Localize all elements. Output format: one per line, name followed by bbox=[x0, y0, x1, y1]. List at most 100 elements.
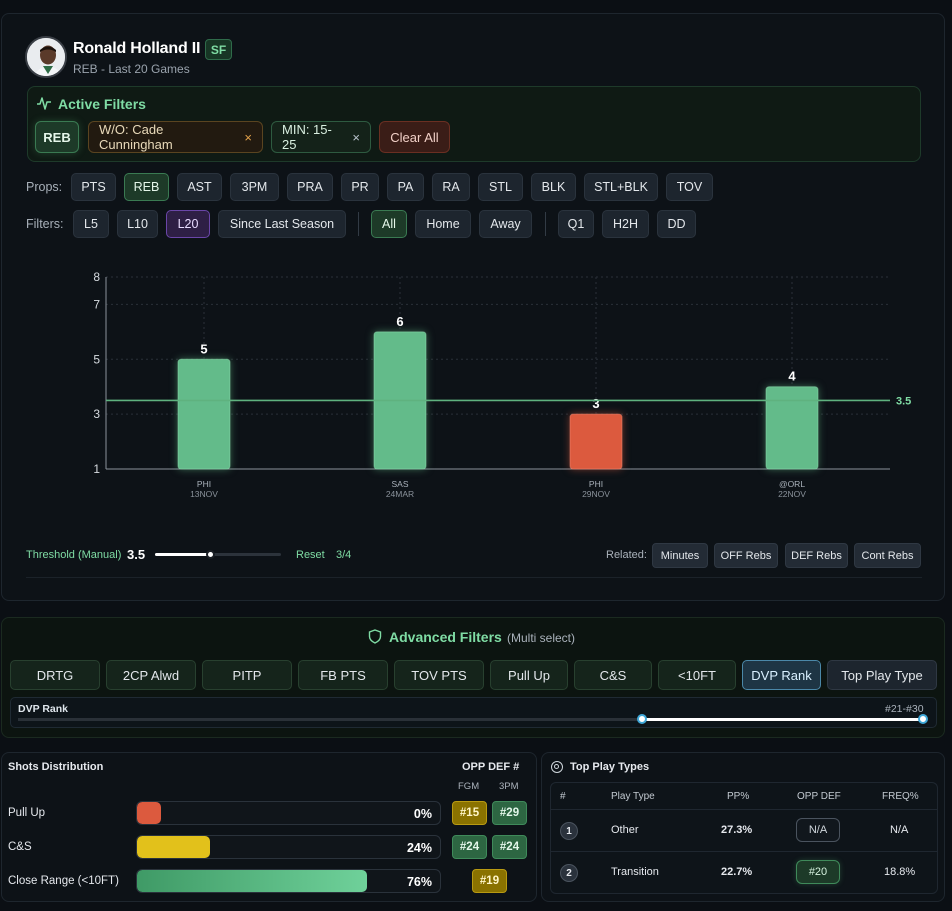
threshold-slider-handle[interactable] bbox=[206, 550, 216, 559]
active-filter-chip-minutes[interactable]: MIN: 15-25 × bbox=[271, 121, 371, 153]
prop-ra[interactable]: RA bbox=[432, 173, 470, 201]
target-icon bbox=[551, 761, 563, 773]
adv-filter-under-10ft[interactable]: <10FT bbox=[658, 660, 736, 690]
y-tick-label: 8 bbox=[93, 270, 100, 284]
3pm-rank-badge: #24 bbox=[492, 835, 527, 859]
reset-button[interactable]: Reset bbox=[296, 549, 325, 561]
filter-q1[interactable]: Q1 bbox=[558, 210, 594, 238]
related-minutes-button[interactable]: Minutes bbox=[652, 543, 708, 568]
3pm-header: 3PM bbox=[499, 781, 519, 792]
related-off-rebs-button[interactable]: OFF Rebs bbox=[714, 543, 778, 568]
divider bbox=[551, 809, 937, 810]
related-def-rebs-button[interactable]: DEF Rebs bbox=[785, 543, 848, 568]
x-tick-team: SAS bbox=[391, 479, 408, 489]
filter-l20[interactable]: L20 bbox=[166, 210, 210, 238]
chip-label: W/O: Cade Cunningham bbox=[99, 122, 173, 152]
active-filter-chip-reb[interactable]: REB bbox=[35, 121, 79, 153]
x-tick-date: 29NOV bbox=[582, 489, 610, 499]
adv-filter-pitp[interactable]: PITP bbox=[202, 660, 292, 690]
prop-reb[interactable]: REB bbox=[124, 173, 169, 201]
fgm-header: FGM bbox=[458, 781, 480, 792]
x-tick-team: PHI bbox=[589, 479, 603, 489]
close-icon[interactable]: × bbox=[352, 129, 360, 145]
adv-filter-tov-pts[interactable]: TOV PTS bbox=[394, 660, 484, 690]
shot-percentage: 76% bbox=[406, 875, 432, 889]
activity-icon bbox=[37, 97, 51, 110]
player-name: Ronald Holland II bbox=[73, 40, 201, 57]
filter-home[interactable]: Home bbox=[415, 210, 471, 238]
dvp-rank-min-handle[interactable] bbox=[637, 714, 648, 724]
prop-blk[interactable]: BLK bbox=[531, 173, 576, 201]
filter-since-last-season[interactable]: Since Last Season bbox=[218, 210, 346, 238]
dvp-rank-slider[interactable] bbox=[18, 714, 928, 724]
props-label: Props: bbox=[26, 180, 63, 194]
advanced-filters-subtitle: (Multi select) bbox=[507, 631, 576, 645]
y-tick-label: 3 bbox=[93, 407, 100, 421]
y-tick-label: 7 bbox=[93, 297, 100, 311]
dvp-rank-max-handle[interactable] bbox=[918, 714, 928, 724]
freq-percent: N/A bbox=[890, 824, 909, 836]
player-avatar bbox=[25, 36, 67, 78]
filter-l10[interactable]: L10 bbox=[117, 210, 158, 238]
adv-filter-pull-up[interactable]: Pull Up bbox=[490, 660, 568, 690]
prop-pra[interactable]: PRA bbox=[287, 173, 333, 201]
shots-distribution-title: Shots Distribution bbox=[8, 761, 104, 773]
shot-percentage: 0% bbox=[413, 807, 432, 821]
shot-percentage: 24% bbox=[406, 841, 432, 855]
shield-icon bbox=[368, 629, 382, 644]
adv-filter-top-play-type[interactable]: Top Play Type bbox=[827, 660, 937, 690]
prop-3pm[interactable]: 3PM bbox=[230, 173, 279, 201]
shot-distribution-bar: 24% bbox=[136, 835, 441, 859]
active-filter-chip-without-player[interactable]: W/O: Cade Cunningham × bbox=[88, 121, 263, 153]
pp-percent: 27.3% bbox=[721, 824, 753, 836]
filter-h2h[interactable]: H2H bbox=[602, 210, 649, 238]
prop-ast[interactable]: AST bbox=[177, 173, 222, 201]
bar bbox=[569, 413, 623, 470]
threshold-slider[interactable] bbox=[155, 550, 281, 559]
adv-filter-2cp-alwd[interactable]: 2CP Alwd bbox=[106, 660, 196, 690]
divider bbox=[26, 577, 922, 578]
fgm-rank-badge: #15 bbox=[452, 801, 487, 825]
column-header: OPP DEF bbox=[797, 791, 841, 802]
close-icon[interactable]: × bbox=[244, 129, 252, 145]
filter-away[interactable]: Away bbox=[479, 210, 532, 238]
divider bbox=[358, 212, 359, 236]
threshold-value: 3.5 bbox=[127, 547, 146, 562]
adv-filter-dvp-rank[interactable]: DVP Rank bbox=[742, 660, 821, 690]
rebounds-bar-chart: 135785PHI13NOV6SAS24MAR3PHI29NOV4@ORL22N… bbox=[93, 270, 911, 499]
threshold-label: Threshold (Manual) bbox=[26, 549, 122, 561]
y-tick-label: 1 bbox=[93, 462, 100, 476]
adv-filter-fb-pts[interactable]: FB PTS bbox=[298, 660, 388, 690]
adv-filter-drtg[interactable]: DRTG bbox=[10, 660, 100, 690]
chip-label: MIN: 15-25 bbox=[282, 122, 332, 152]
prop-stl[interactable]: STL bbox=[478, 173, 523, 201]
play-type: Other bbox=[611, 824, 639, 836]
freq-percent: 18.8% bbox=[884, 866, 916, 878]
top-play-types-title: Top Play Types bbox=[570, 761, 650, 773]
related-cont-rebs-button[interactable]: Cont Rebs bbox=[854, 543, 921, 568]
dvp-rank-label: DVP Rank bbox=[18, 703, 68, 715]
prop-pa[interactable]: PA bbox=[387, 173, 424, 201]
filter-l5[interactable]: L5 bbox=[73, 210, 109, 238]
fgm-rank-badge: #24 bbox=[452, 835, 487, 859]
x-tick-team: PHI bbox=[197, 479, 211, 489]
advanced-filters-title: Advanced Filters bbox=[389, 629, 502, 645]
bar-value-label: 5 bbox=[200, 341, 207, 356]
bar-value-label: 6 bbox=[396, 314, 403, 329]
adv-filter-c-and-s[interactable]: C&S bbox=[574, 660, 652, 690]
bar bbox=[177, 358, 231, 470]
opp-def-header: OPP DEF # bbox=[462, 761, 520, 773]
prop-tov[interactable]: TOV bbox=[666, 173, 713, 201]
clear-all-button[interactable]: Clear All bbox=[379, 121, 450, 153]
bar-value-label: 3 bbox=[592, 396, 599, 411]
prop-pr[interactable]: PR bbox=[341, 173, 379, 201]
filter-all[interactable]: All bbox=[371, 210, 407, 238]
column-header: FREQ% bbox=[882, 791, 919, 802]
shot-distribution-bar-fill bbox=[137, 870, 368, 892]
opp-def-badge: N/A bbox=[796, 818, 840, 842]
filter-dd[interactable]: DD bbox=[657, 210, 696, 238]
prop-stl-blk[interactable]: STL+BLK bbox=[584, 173, 658, 201]
dvp-rank-range-value: #21-#30 bbox=[885, 703, 924, 715]
prop-pts[interactable]: PTS bbox=[71, 173, 116, 201]
shot-distribution-bar-fill bbox=[137, 802, 162, 824]
